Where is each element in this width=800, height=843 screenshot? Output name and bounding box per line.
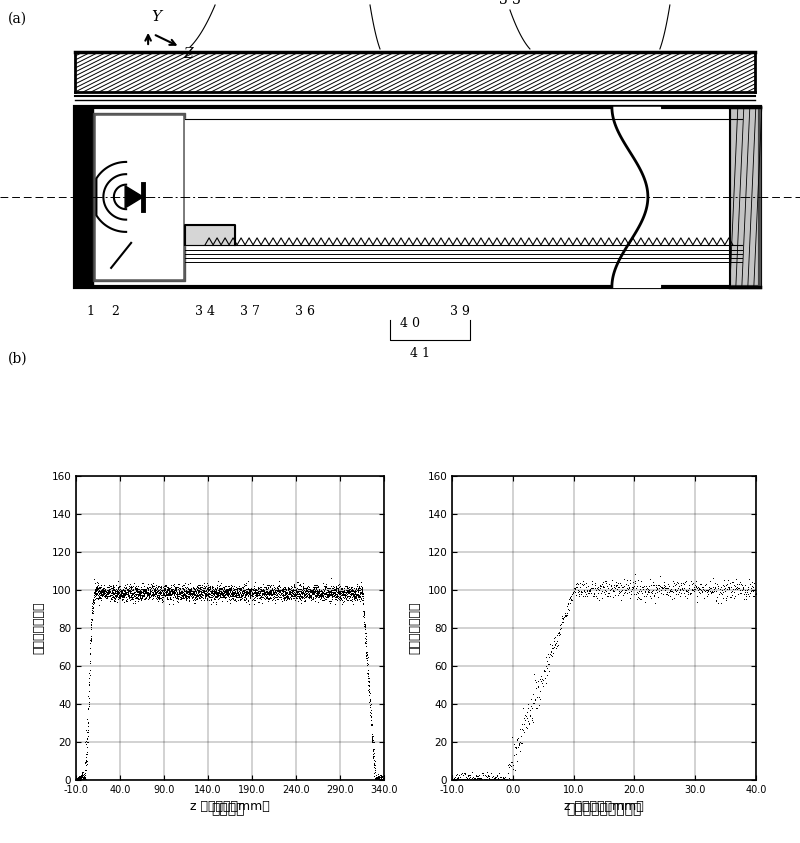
X-axis label: z 方向位置［mm］: z 方向位置［mm］ [564,800,644,813]
Text: 3 1: 3 1 [659,0,681,2]
X-axis label: z 方向位置［mm］: z 方向位置［mm］ [190,800,270,813]
Text: 1: 1 [86,305,94,318]
Text: 2: 2 [111,305,119,318]
Text: 3 4: 3 4 [195,305,215,318]
Polygon shape [125,186,143,208]
Text: (b): (b) [8,352,28,366]
Text: 测定结果: 测定结果 [211,803,245,817]
Text: 3 8: 3 8 [359,0,381,2]
Text: 3 3: 3 3 [499,0,521,7]
Text: 3 2: 3 2 [204,0,226,2]
Text: 3 9: 3 9 [450,305,470,318]
Text: 4 1: 4 1 [410,346,430,360]
Y-axis label: 相对强度［％］: 相对强度［％］ [409,602,422,654]
Text: 3 6: 3 6 [295,305,315,318]
Text: Z: Z [183,47,193,61]
Text: Y: Y [151,10,162,24]
Text: (a): (a) [8,12,27,26]
Text: 入光周边部的放大图: 入光周边部的放大图 [566,803,642,817]
Text: 3 7: 3 7 [240,305,260,318]
Y-axis label: 相对强度［％］: 相对强度［％］ [33,602,46,654]
Text: 4 0: 4 0 [400,317,420,330]
